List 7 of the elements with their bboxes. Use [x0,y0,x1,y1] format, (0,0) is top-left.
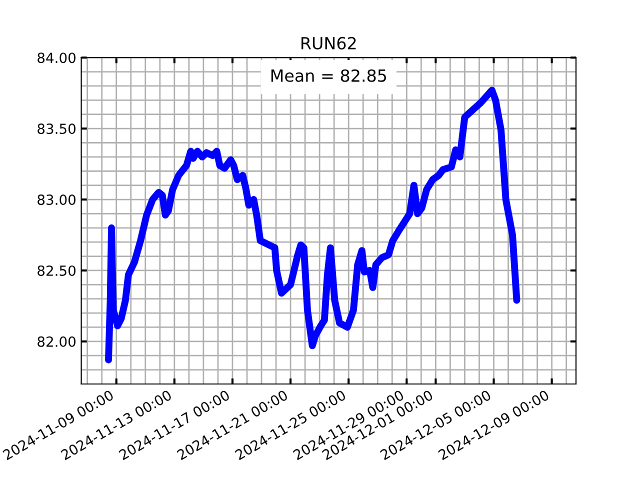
y-tick-label: 83.50 [38,124,76,134]
y-tick-label: 83.00 [38,194,76,205]
y-tick-label: 82.50 [38,265,76,276]
y-tick-label: 82.00 [38,336,76,347]
y-tick-label: 84.00 [38,52,76,64]
annotation: Mean = 82.85 [271,69,386,82]
chart-title: RUN62 [302,36,356,50]
